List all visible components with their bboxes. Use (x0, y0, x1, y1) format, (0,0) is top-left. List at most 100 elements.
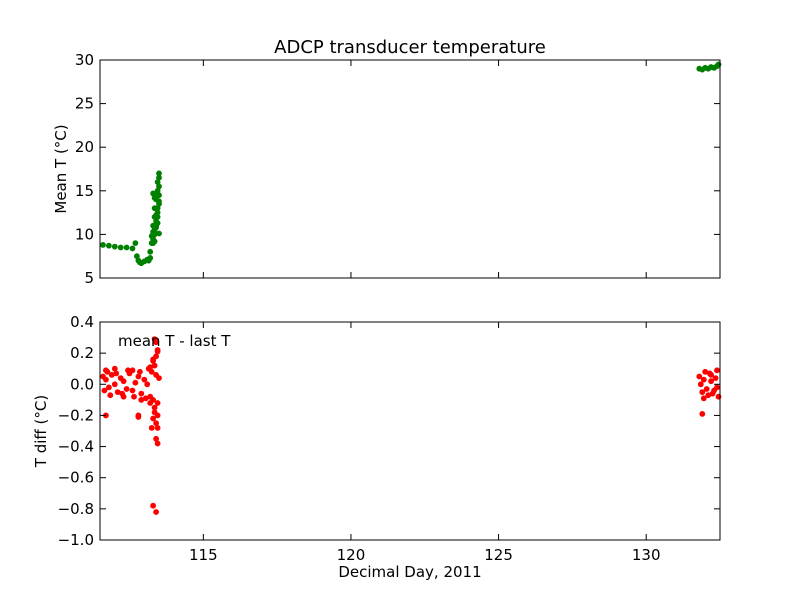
bottom-data-point (156, 375, 162, 381)
top-y-tick-label: 25 (75, 95, 94, 113)
bottom-data-point (136, 368, 143, 375)
top-data-point (156, 192, 162, 199)
top-panel: ADCP transducer temperature 51015202530 … (52, 37, 722, 287)
top-data-point (117, 244, 124, 251)
top-data-point (156, 230, 162, 237)
bottom-data-point (144, 381, 151, 388)
bottom-data-point (706, 370, 713, 377)
top-data-point (156, 198, 162, 205)
bottom-data-point (113, 370, 120, 377)
bottom-y-tick-label: 0.0 (70, 375, 94, 393)
top-data-point (132, 240, 139, 246)
bottom-data-point (120, 393, 127, 400)
top-data-point (156, 170, 162, 177)
bottom-data-point (154, 348, 161, 355)
bottom-y-tick-label: −1.0 (58, 531, 94, 549)
bottom-data-point (709, 390, 716, 397)
bottom-data-point (700, 395, 707, 402)
bottom-data-point (101, 387, 108, 394)
top-data-point (106, 242, 112, 249)
bottom-data-point (154, 400, 161, 406)
bottom-data-point (714, 367, 720, 374)
bottom-data-point (135, 414, 142, 420)
bottom-data-point (154, 440, 161, 447)
bottom-y-tick-label: −0.4 (58, 438, 94, 456)
bottom-data-point (131, 393, 137, 400)
bottom-data-point (150, 415, 156, 422)
bottom-data-point (153, 509, 159, 515)
top-data-point (154, 205, 161, 212)
top-data-point (100, 241, 106, 248)
bottom-data-point (697, 381, 704, 388)
bottom-x-tick-label: 130 (632, 546, 661, 564)
top-data-point (129, 245, 136, 252)
top-data-point (150, 228, 156, 235)
bottom-y-tick-label: −0.8 (58, 500, 94, 518)
bottom-data-point (151, 336, 158, 342)
bottom-data-point (150, 502, 156, 509)
bottom-y-tick-label: −0.6 (58, 469, 94, 487)
top-plot-frame (99, 59, 721, 279)
bottom-data-point (696, 373, 703, 380)
top-y-tick-label: 10 (75, 225, 94, 243)
top-y-ticks: 5 10 15 20 25 30 (75, 51, 720, 287)
bottom-data-point (123, 386, 130, 392)
bottom-data-point (138, 390, 145, 397)
bottom-data-point (699, 389, 706, 395)
bottom-data-point (141, 376, 148, 383)
bottom-data-point (103, 367, 109, 374)
bottom-data-point (700, 376, 707, 383)
bottom-data-point (699, 410, 706, 417)
bottom-data-point (120, 378, 127, 385)
bottom-x-tick-label: 115 (189, 546, 218, 564)
top-y-tick-label: 20 (75, 138, 94, 156)
bottom-data-point (147, 400, 154, 406)
bottom-x-tick-label: 125 (484, 546, 513, 564)
bottom-data-point (714, 384, 720, 391)
bottom-y-ticks: −1.0 −0.8 −0.6 −0.4 −0.2 0.0 0.2 0.4 (58, 313, 720, 549)
top-data-point (123, 244, 130, 251)
bottom-y-tick-label: 0.2 (70, 344, 94, 362)
bottom-data-point (154, 412, 161, 419)
bottom-data-point (132, 379, 139, 386)
bottom-data-point (107, 392, 114, 399)
top-y-tick-label: 5 (84, 269, 94, 287)
bottom-y-tick-label: −0.2 (58, 406, 94, 424)
bottom-panel: −1.0−0.8−0.6−0.4−0.20.00.20.4 115 120 125 1… (32, 313, 722, 581)
top-data-point (111, 243, 118, 250)
bottom-data-point (150, 357, 156, 364)
top-data-points (100, 61, 722, 267)
bottom-x-tick-label: 120 (337, 546, 366, 564)
bottom-data-point (708, 378, 714, 385)
bottom-data-point (138, 396, 145, 403)
bottom-data-point (111, 365, 118, 372)
bottom-data-point (151, 404, 158, 411)
bottom-data-point (153, 420, 159, 427)
bottom-data-point (106, 384, 112, 391)
bottom-y-axis-label: T diff (°C) (32, 395, 50, 468)
bottom-data-point (148, 424, 155, 431)
bottom-data-point (129, 367, 136, 374)
top-data-point (147, 254, 154, 261)
annotation-label: mean T - last T (118, 332, 231, 350)
top-data-point (153, 212, 159, 219)
bottom-data-point (111, 381, 118, 388)
bottom-y-tick-label: 0.4 (70, 313, 94, 331)
bottom-data-point (147, 364, 154, 371)
bottom-x-ticks: 115 120 125 130 (189, 322, 661, 564)
top-data-point (156, 183, 162, 190)
bottom-data-point (712, 375, 719, 381)
bottom-data-point (703, 386, 710, 392)
top-y-tick-label: 30 (75, 51, 94, 69)
top-data-point (154, 220, 161, 226)
chart-title: ADCP transducer temperature (274, 37, 546, 58)
x-axis-label: Decimal Day, 2011 (338, 563, 481, 581)
bottom-data-points (100, 336, 722, 515)
top-data-point (147, 248, 154, 255)
top-y-tick-label: 15 (75, 182, 94, 200)
bottom-plot-frame (99, 321, 721, 541)
bottom-data-point (103, 376, 109, 383)
top-data-point (150, 190, 156, 197)
